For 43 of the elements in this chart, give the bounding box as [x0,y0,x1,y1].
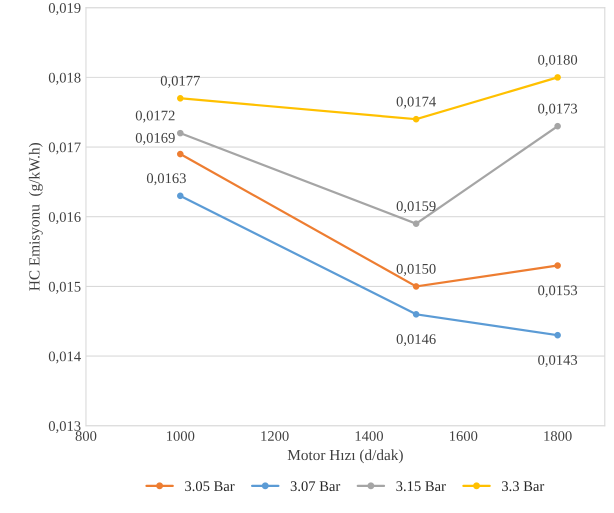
legend-label: 3.05 Bar [185,481,234,492]
point [554,262,561,269]
y-tick-label: 0,014 [48,351,81,364]
point [554,122,561,130]
y-tick-label: 0,015 [48,282,81,294]
point [177,192,184,200]
legend-label: 3.07 Bar [290,481,340,492]
point [177,94,184,102]
point [554,74,561,81]
x-tick-label: 1600 [450,431,478,441]
x-tick-label: 1800 [544,431,572,441]
data-label: 0,0146 [396,334,436,346]
data-label: 0,0173 [538,104,578,116]
point [177,150,184,158]
data-label: 0,0163 [146,173,186,186]
data-label: 0,0159 [396,201,436,214]
x-axis-title: Motor Hızı (d/dak) [288,449,403,464]
point [412,311,420,318]
legend-label: 3.3 Bar [502,481,544,492]
x-tick-label: 800 [76,431,96,441]
data-label: 0,0153 [538,285,578,298]
data-label: 0,0180 [538,54,578,67]
data-label: 0,0174 [396,96,436,109]
y-axis-title: HC Emisyonu (g/kW.h) [28,143,43,291]
data-label: 0,0169 [136,132,175,145]
y-tick-label: 0,018 [48,72,81,85]
y-tick-label: 0,016 [48,212,81,224]
y-tick-label: 0,017 [48,142,81,154]
data-label: 0,0150 [396,264,436,276]
x-tick-label: 1000 [166,431,194,441]
data-label: 0,0177 [160,76,200,88]
point [412,220,420,228]
data-label: 0,0172 [136,110,175,123]
legend-label: 3.15 Bar [396,481,446,492]
data-label: 0,0143 [538,355,578,368]
y-tick-label: 0,013 [48,421,81,434]
x-tick-label: 1400 [356,431,383,441]
y-tick-label: 0,019 [48,3,80,15]
point [412,116,420,122]
x-tick-label: 1200 [261,431,289,441]
point [177,130,184,136]
point [412,283,420,290]
point [554,332,561,338]
